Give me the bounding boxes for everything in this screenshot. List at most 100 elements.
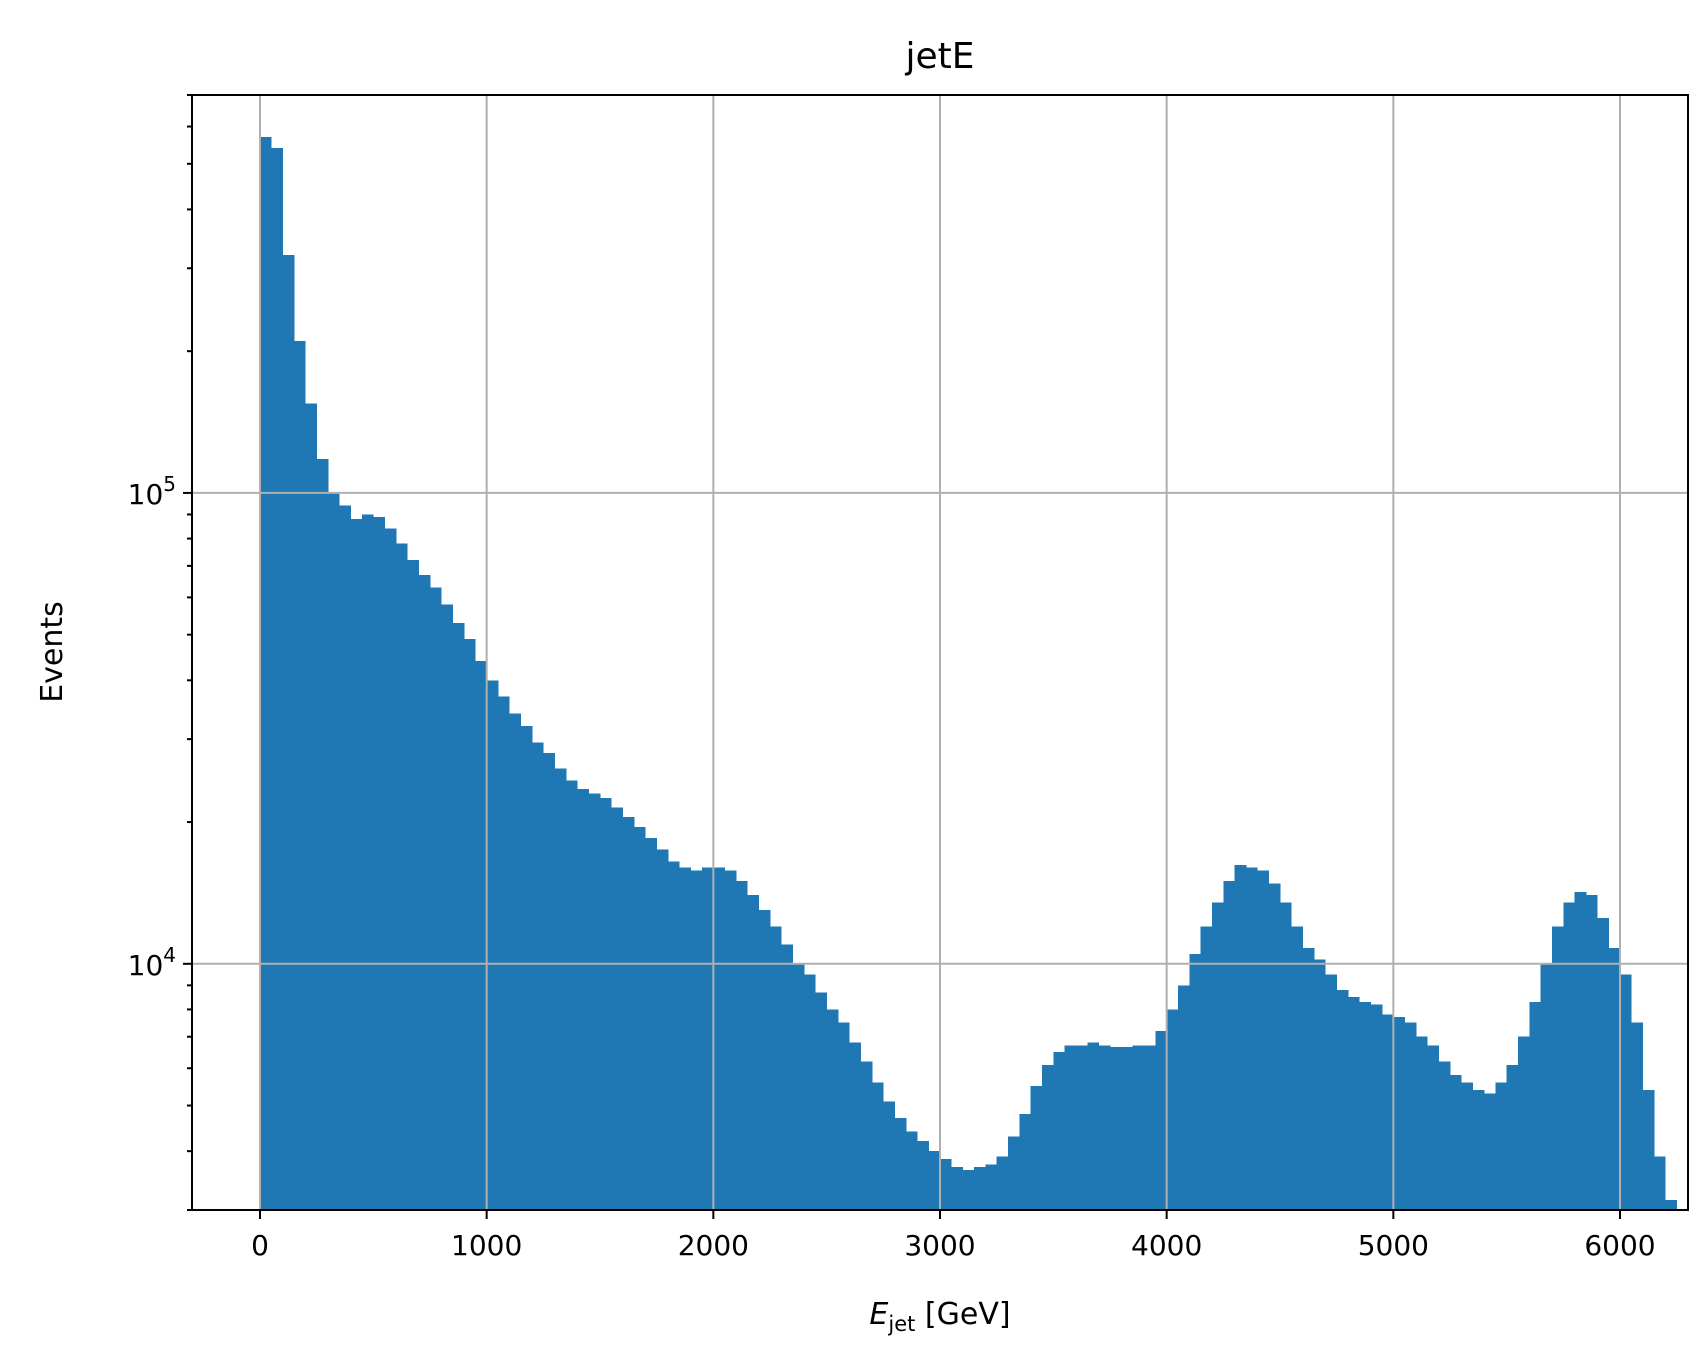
histogram-bar	[1574, 892, 1587, 1210]
histogram-bar	[634, 827, 646, 1210]
y-axis-ticks: 104 105	[128, 94, 192, 1211]
x-axis-ticks: 0 1000 2000 3000 4000 5000 6000	[251, 1210, 1656, 1262]
histogram-bar	[1608, 948, 1621, 1210]
histogram-bar	[1302, 948, 1315, 1210]
histogram-bar	[1359, 1001, 1372, 1210]
x-axis-label-subscript: jet	[887, 1312, 915, 1336]
y-tick-label: 104	[128, 943, 176, 982]
histogram-bar	[418, 574, 431, 1210]
histogram-bar	[509, 713, 522, 1210]
histogram-bar	[1008, 1136, 1020, 1210]
histogram-bar	[588, 793, 601, 1210]
grid-lines	[192, 95, 1688, 1210]
histogram-bar	[1189, 953, 1202, 1210]
histogram-bar	[611, 807, 624, 1210]
histogram-bar	[1416, 1036, 1428, 1210]
histogram-bar	[985, 1164, 998, 1210]
histogram-bar	[668, 861, 680, 1210]
histogram-bar	[1665, 1200, 1678, 1210]
histogram-bar	[758, 910, 771, 1210]
histogram-bar	[1064, 1045, 1077, 1210]
histogram-bar	[1654, 1156, 1666, 1210]
histogram-bar	[1053, 1051, 1066, 1210]
histogram-bar	[1597, 918, 1610, 1210]
histogram-bar	[1110, 1047, 1122, 1210]
x-tick-label: 2000	[678, 1229, 749, 1262]
histogram-bar	[1586, 894, 1598, 1210]
histogram-bar	[464, 638, 476, 1210]
histogram-bar	[974, 1167, 986, 1210]
histogram-bar	[520, 725, 533, 1210]
histogram-bar	[566, 780, 578, 1210]
histogram-bar	[384, 528, 397, 1210]
histogram-bar	[1620, 974, 1632, 1210]
histogram-bar	[350, 519, 363, 1210]
histogram-bar	[928, 1151, 941, 1210]
histogram-bar	[792, 963, 805, 1210]
histogram-bar	[498, 696, 510, 1210]
histogram-bar	[622, 817, 635, 1210]
histogram-bar	[1552, 926, 1564, 1210]
histogram-bar	[1540, 963, 1553, 1210]
x-tick-label: 5000	[1358, 1229, 1429, 1262]
y-axis-label: Events	[35, 601, 70, 703]
histogram-bar	[1132, 1045, 1145, 1210]
histogram-bar	[282, 255, 295, 1210]
histogram-bar	[838, 1022, 850, 1210]
histogram-bar	[271, 148, 284, 1210]
x-axis-label-symbol: E	[869, 1297, 888, 1332]
histogram-bar	[1631, 1022, 1644, 1210]
histogram-bar	[1166, 1009, 1179, 1210]
histogram-bar	[475, 660, 488, 1210]
histogram-bar	[804, 974, 816, 1210]
x-tick-label: 1000	[451, 1229, 522, 1262]
x-tick-label: 0	[251, 1229, 269, 1262]
histogram-bar	[441, 604, 454, 1210]
histogram-bar	[1472, 1089, 1485, 1210]
histogram-bar	[917, 1141, 930, 1210]
x-axis-label-unit: [GeV]	[915, 1297, 1010, 1332]
histogram-bar	[1370, 1004, 1383, 1210]
histogram-bar	[1291, 926, 1304, 1210]
histogram-bar	[1461, 1082, 1474, 1210]
histogram-bar	[1234, 865, 1247, 1210]
x-tick-label: 3000	[904, 1229, 975, 1262]
histogram-bar	[1098, 1045, 1111, 1210]
histogram-bar	[600, 797, 612, 1210]
histogram-bar	[826, 1009, 839, 1210]
histogram-bar	[1450, 1075, 1462, 1210]
histogram-bar	[1642, 1089, 1655, 1210]
histogram-bar	[724, 870, 737, 1210]
x-axis-label: Ejet [GeV]	[869, 1297, 1010, 1336]
histogram-bar	[883, 1101, 896, 1210]
x-tick-label: 6000	[1584, 1229, 1655, 1262]
histogram-bar	[1200, 926, 1213, 1210]
histogram-bar	[452, 622, 465, 1210]
histogram-bar	[294, 341, 306, 1211]
histogram-bar	[736, 880, 748, 1210]
histogram-bar	[316, 459, 329, 1211]
histogram-bar	[906, 1131, 918, 1210]
histogram-bar	[1178, 985, 1190, 1210]
histogram-bar	[815, 992, 828, 1210]
histogram-bar	[781, 944, 794, 1210]
x-tick-label: 4000	[1131, 1229, 1202, 1262]
histogram-bar	[940, 1158, 952, 1210]
histogram-bar	[1484, 1093, 1496, 1210]
histogram-bar	[770, 926, 782, 1210]
histogram-bar	[1121, 1047, 1134, 1210]
histogram-bar	[1404, 1022, 1417, 1210]
histogram-bar	[679, 867, 692, 1210]
histogram-bar	[486, 680, 499, 1210]
histogram-bar	[532, 742, 544, 1210]
histogram-bar	[1144, 1045, 1156, 1210]
histogram-bar	[1518, 1036, 1530, 1210]
histogram-bar	[328, 492, 340, 1210]
histogram-bar	[1427, 1045, 1440, 1210]
histogram-bar	[1280, 902, 1292, 1210]
histogram-bar	[1246, 867, 1258, 1210]
histogram-bar	[1314, 959, 1326, 1210]
histogram-bar	[747, 894, 760, 1210]
histogram-bar	[1257, 870, 1270, 1210]
histogram-bar	[860, 1061, 873, 1210]
